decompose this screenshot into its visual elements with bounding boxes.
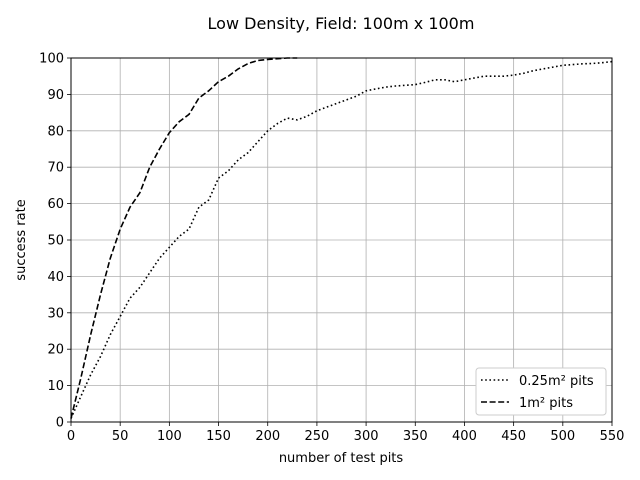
x-tick-label: 200 [255,429,280,444]
y-tick-label: 40 [47,270,64,285]
x-tick-label: 250 [304,429,329,444]
x-tick-label: 100 [157,429,182,444]
y-tick-label: 50 [47,234,64,249]
x-axis-ticks: 0 50 100 150 200 250 300 350 400 450 500 550 [67,422,625,444]
y-tick-label: 80 [47,124,64,139]
legend: 0.25m² pits 1m² pits [475,367,607,416]
x-tick-label: 350 [403,429,428,444]
y-axis-ticks: 0 10 20 30 40 50 60 70 80 90 100 [39,52,71,431]
x-tick-label: 0 [67,429,75,444]
chart-title: Low Density, Field: 100m x 100m [208,14,475,33]
x-tick-label: 500 [550,429,575,444]
x-tick-label: 50 [112,429,129,444]
y-tick-label: 60 [47,197,64,212]
x-tick-label: 400 [452,429,477,444]
x-tick-label: 150 [206,429,231,444]
y-axis-label: success rate [14,199,29,280]
x-axis-label: number of test pits [279,451,404,466]
series-layer [70,57,613,419]
y-tick-label: 20 [47,343,64,358]
y-tick-label: 90 [47,88,64,103]
series-line-quarter-m2-pits [70,60,613,419]
legend-box [475,367,607,416]
legend-label-one-m-pits: 1m² pits [519,396,573,411]
y-tick-label: 30 [47,306,64,321]
x-tick-label: 550 [600,429,625,444]
x-tick-label: 300 [354,429,379,444]
y-tick-label: 70 [47,161,64,176]
y-tick-label: 10 [47,379,64,394]
y-tick-label: 0 [56,416,64,431]
series-line-one-m2-pits [70,57,298,419]
grid-lines [70,57,613,423]
x-tick-label: 450 [501,429,526,444]
y-tick-label: 100 [39,52,64,67]
legend-label-quarter-pits: 0.25m² pits [519,374,594,389]
